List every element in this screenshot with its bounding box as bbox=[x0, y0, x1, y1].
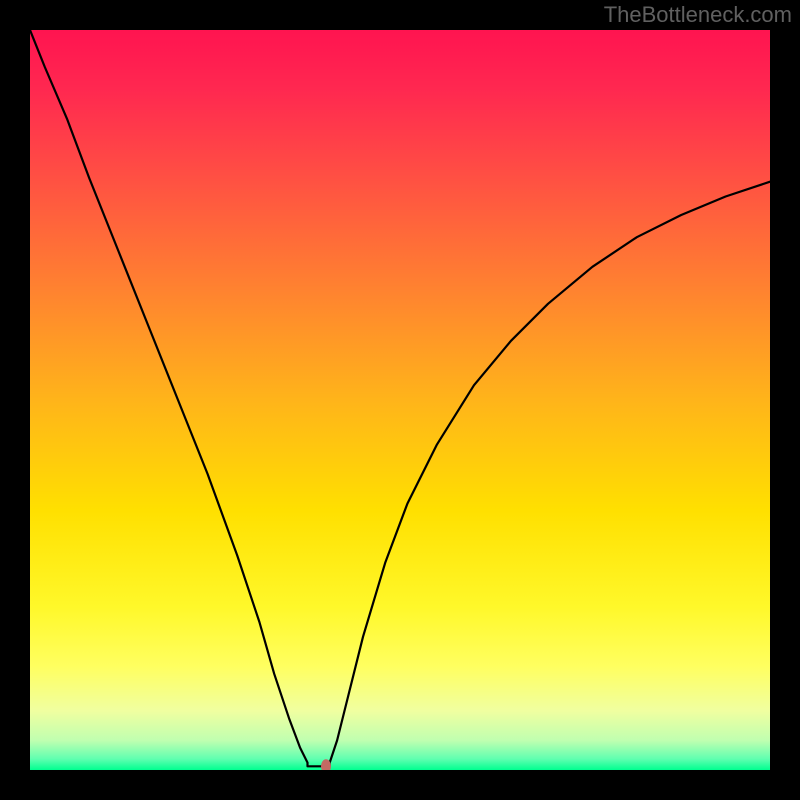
chart-frame: TheBottleneck.com bbox=[0, 0, 800, 800]
bottleneck-curve-plot bbox=[30, 30, 770, 770]
plot-background bbox=[30, 30, 770, 770]
watermark-text: TheBottleneck.com bbox=[604, 2, 792, 28]
